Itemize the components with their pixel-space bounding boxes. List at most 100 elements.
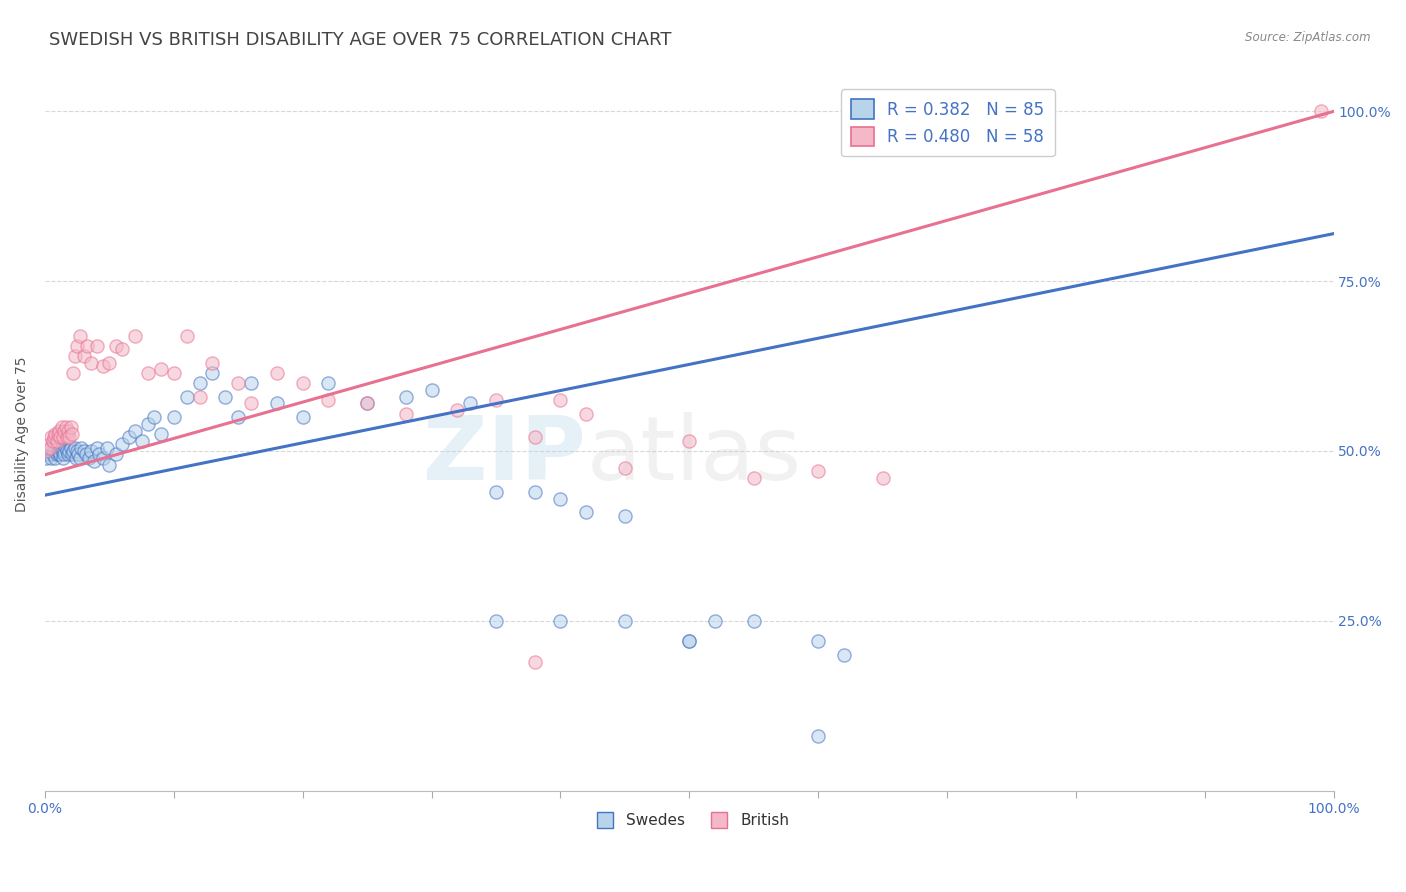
- Point: [678, 434, 700, 448]
- Point: [318, 376, 340, 390]
- Point: [49, 447, 72, 461]
- Point: [46, 444, 69, 458]
- Point: [62, 366, 84, 380]
- Point: [550, 614, 572, 628]
- Point: [41, 441, 63, 455]
- Point: [1309, 104, 1331, 119]
- Point: [98, 356, 121, 370]
- Point: [45, 447, 67, 461]
- Point: [58, 430, 80, 444]
- Point: [56, 424, 79, 438]
- Point: [70, 441, 93, 455]
- Point: [41, 447, 63, 461]
- Point: [42, 444, 65, 458]
- Point: [51, 441, 73, 455]
- Point: [188, 376, 211, 390]
- Point: [872, 471, 894, 485]
- Point: [62, 444, 84, 458]
- Point: [52, 430, 75, 444]
- Point: [35, 444, 58, 458]
- Point: [124, 328, 146, 343]
- Point: [266, 366, 288, 380]
- Point: [111, 437, 134, 451]
- Point: [45, 434, 67, 448]
- Point: [124, 424, 146, 438]
- Point: [86, 441, 108, 455]
- Point: [63, 349, 86, 363]
- Text: ZIP: ZIP: [423, 412, 586, 499]
- Point: [176, 390, 198, 404]
- Point: [60, 447, 83, 461]
- Point: [523, 655, 546, 669]
- Point: [136, 417, 159, 431]
- Point: [176, 328, 198, 343]
- Point: [550, 392, 572, 407]
- Point: [75, 447, 97, 461]
- Legend: Swedes, British: Swedes, British: [583, 807, 796, 834]
- Point: [742, 471, 765, 485]
- Point: [48, 444, 70, 458]
- Point: [38, 447, 60, 461]
- Point: [56, 430, 79, 444]
- Point: [395, 390, 418, 404]
- Point: [807, 729, 830, 743]
- Point: [98, 458, 121, 472]
- Point: [678, 634, 700, 648]
- Point: [42, 441, 65, 455]
- Point: [523, 484, 546, 499]
- Point: [56, 444, 79, 458]
- Point: [48, 447, 70, 461]
- Point: [143, 410, 166, 425]
- Point: [742, 614, 765, 628]
- Point: [188, 390, 211, 404]
- Point: [550, 491, 572, 506]
- Point: [41, 450, 63, 465]
- Point: [523, 430, 546, 444]
- Point: [678, 634, 700, 648]
- Point: [613, 508, 636, 523]
- Point: [485, 484, 508, 499]
- Point: [42, 430, 65, 444]
- Point: [49, 441, 72, 455]
- Point: [63, 441, 86, 455]
- Point: [291, 410, 314, 425]
- Point: [266, 396, 288, 410]
- Point: [136, 366, 159, 380]
- Point: [613, 461, 636, 475]
- Point: [807, 634, 830, 648]
- Point: [46, 441, 69, 455]
- Point: [83, 454, 105, 468]
- Point: [46, 427, 69, 442]
- Point: [104, 447, 127, 461]
- Point: [49, 430, 72, 444]
- Point: [149, 427, 172, 442]
- Point: [356, 396, 378, 410]
- Point: [149, 362, 172, 376]
- Point: [87, 447, 110, 461]
- Point: [45, 441, 67, 455]
- Point: [37, 444, 59, 458]
- Point: [807, 464, 830, 478]
- Point: [575, 407, 598, 421]
- Point: [51, 444, 73, 458]
- Point: [56, 447, 79, 461]
- Point: [420, 383, 443, 397]
- Y-axis label: Disability Age Over 75: Disability Age Over 75: [15, 356, 30, 512]
- Point: [35, 450, 58, 465]
- Point: [291, 376, 314, 390]
- Point: [318, 392, 340, 407]
- Point: [832, 648, 855, 662]
- Point: [55, 420, 77, 434]
- Point: [44, 444, 66, 458]
- Point: [69, 450, 91, 465]
- Point: [53, 444, 76, 458]
- Point: [226, 410, 249, 425]
- Point: [575, 505, 598, 519]
- Point: [485, 392, 508, 407]
- Point: [48, 424, 70, 438]
- Point: [65, 450, 87, 465]
- Point: [60, 427, 83, 442]
- Point: [96, 441, 118, 455]
- Point: [80, 356, 103, 370]
- Point: [39, 444, 62, 458]
